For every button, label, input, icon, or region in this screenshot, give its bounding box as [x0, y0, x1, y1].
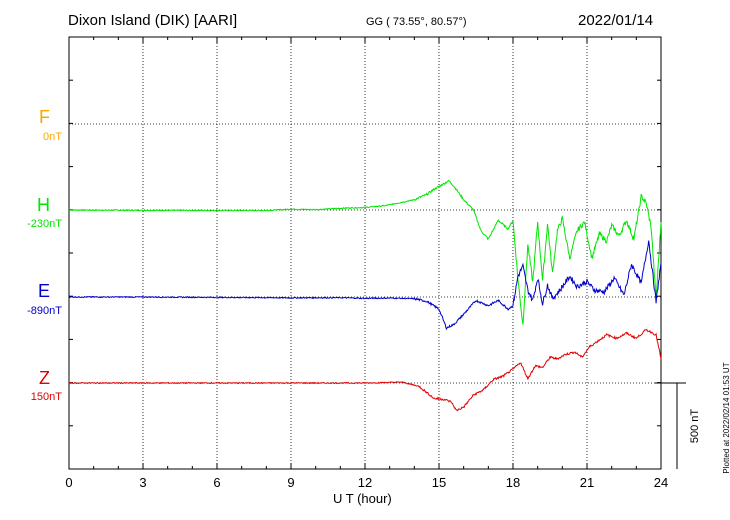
x-tick-label: 18 [505, 475, 521, 490]
x-tick-label: 3 [139, 475, 147, 490]
x-tick-label: 15 [431, 475, 447, 490]
x-tick-label: 12 [357, 475, 373, 490]
station-coordinates: GG ( 73.55°, 80.57°) [366, 16, 467, 28]
component-baseline-h: -230nT [27, 218, 62, 230]
x-tick-label: 6 [213, 475, 221, 490]
tick-marks [68, 37, 662, 469]
x-tick-label: 24 [653, 475, 669, 490]
component-baseline-f: 0nT [43, 131, 62, 143]
component-label-z: Z [39, 368, 50, 388]
series-line-e [68, 240, 662, 331]
station-title: Dixon Island (DIK) [AARI] [68, 12, 238, 29]
x-tick-label: 21 [579, 475, 595, 490]
x-axis-label: U T (hour) [333, 491, 392, 506]
component-label-e: E [37, 281, 50, 301]
scale-bar [655, 382, 686, 469]
series-line-z [68, 328, 662, 412]
plotted-timestamp: Plotted at 2022/02/14 01:53 UT [722, 362, 730, 474]
plot-date: 2022/01/14 [578, 12, 654, 29]
grid-lines [69, 37, 661, 469]
component-baseline-z: 150nT [30, 391, 62, 403]
component-baseline-e: -890nT [27, 305, 62, 317]
component-label-f: F [39, 107, 50, 127]
series-line-h [68, 179, 662, 325]
x-tick-label: 0 [65, 475, 73, 490]
x-tick-label: 9 [287, 475, 295, 490]
component-label-h: H [37, 195, 50, 215]
scale-bar-label: 500 nT [689, 408, 701, 444]
